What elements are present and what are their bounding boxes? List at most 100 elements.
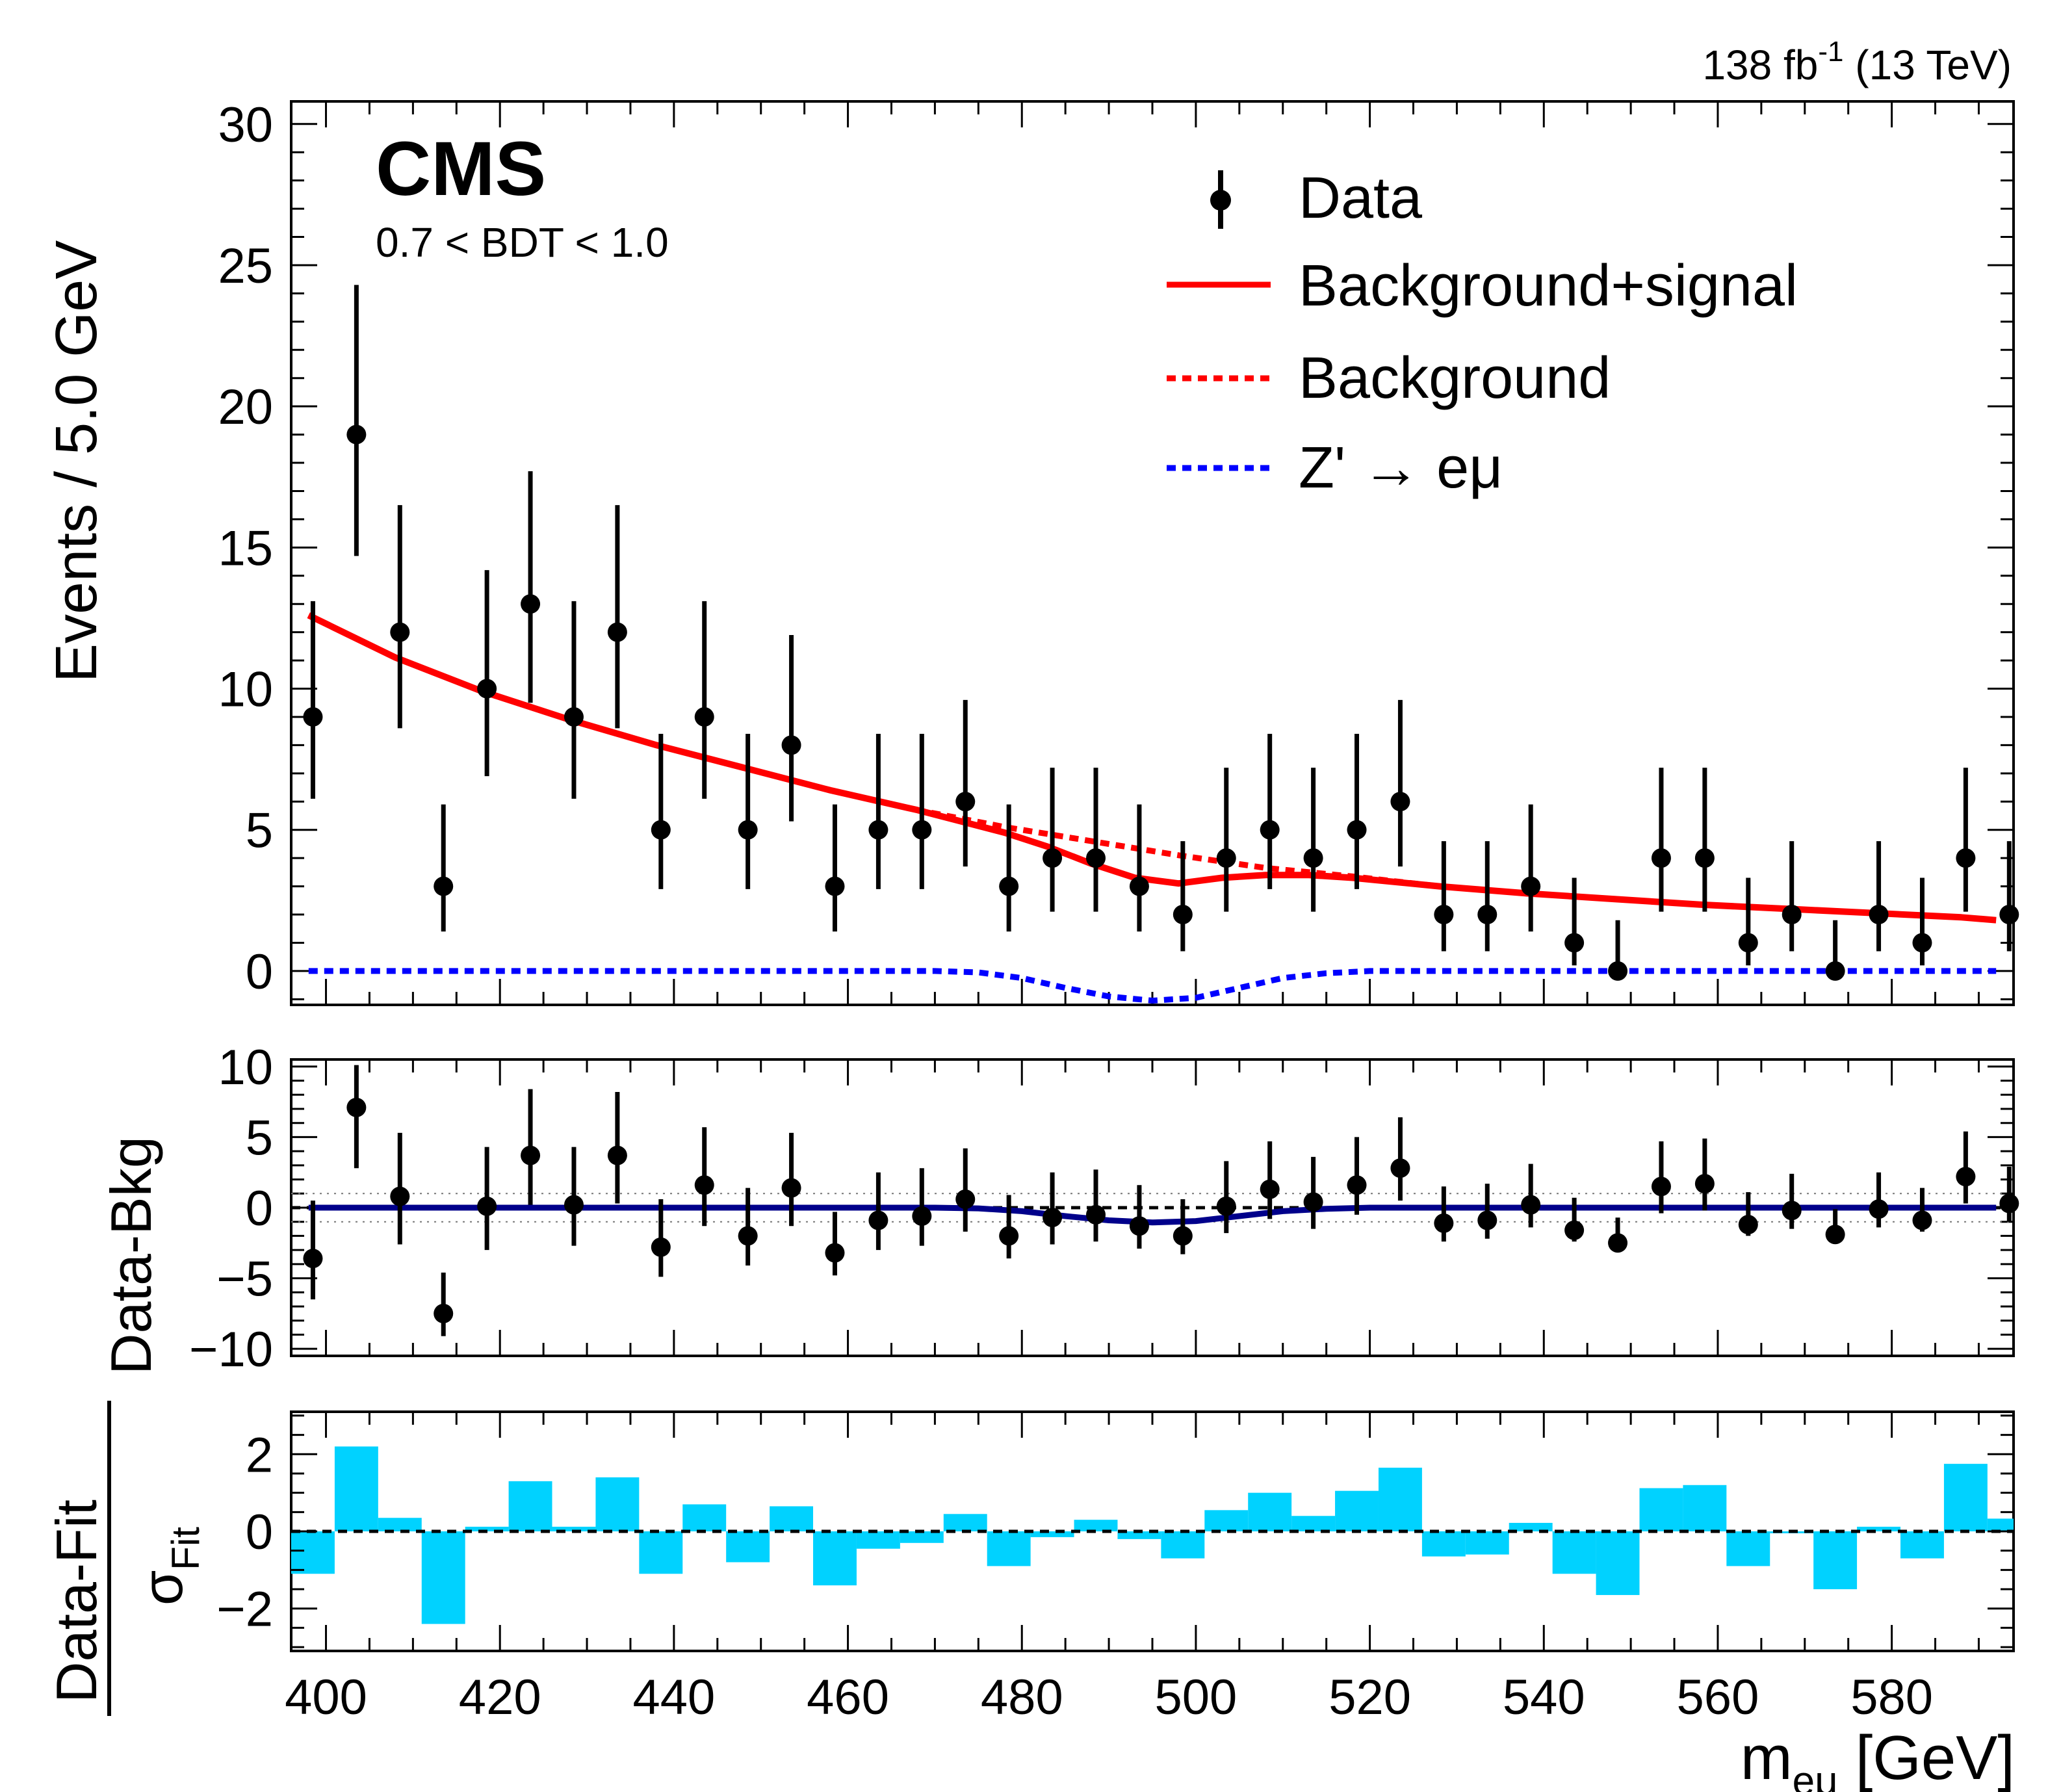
pull-bar: [1943, 1464, 1988, 1531]
legend-data-marker: [1210, 190, 1231, 211]
data-point: [1129, 876, 1149, 896]
legend-bkg-label: Background: [1299, 346, 1611, 411]
y-tick-label: 0: [246, 1505, 273, 1560]
pull-bars: [291, 1446, 2014, 1624]
x-tick-label: 520: [1329, 1670, 1411, 1725]
data-point: [1173, 905, 1193, 924]
diff-point: [303, 1249, 323, 1269]
data-point: [564, 707, 584, 727]
diff-point: [1129, 1216, 1149, 1236]
y-axis-label-main: Events / 5.0 GeV: [44, 240, 109, 682]
diff-point: [1086, 1204, 1106, 1225]
pull-bar: [508, 1481, 552, 1531]
diff-point: [1738, 1215, 1758, 1235]
data-point: [1043, 848, 1063, 868]
diff-point: [651, 1237, 671, 1257]
data-point: [1825, 961, 1845, 981]
cms-label: CMS: [376, 126, 546, 212]
diff-point: [1260, 1179, 1280, 1199]
pull-bar: [465, 1526, 509, 1531]
category-label: 0.7 < BDT < 1.0: [376, 219, 669, 266]
diff-point: [955, 1189, 976, 1209]
y-axis-label-pull-numerator: Data-Fit: [44, 1500, 109, 1703]
diff-point: [1303, 1192, 1323, 1212]
data-point: [738, 820, 758, 840]
x-axis-label: meμ [GeV]: [1741, 1723, 2015, 1792]
data-point: [1782, 905, 1802, 924]
data-point: [1564, 933, 1585, 953]
y-tick-label: 30: [218, 97, 273, 153]
data-point: [390, 622, 410, 642]
pull-bar: [900, 1531, 944, 1543]
data-point: [955, 792, 976, 812]
data-point: [1738, 933, 1758, 953]
data-point: [1260, 820, 1280, 840]
y-tick-label: 10: [218, 1040, 273, 1095]
y-tick-label: 5: [246, 1110, 273, 1165]
diff-point: [346, 1097, 367, 1117]
diff-point: [1694, 1174, 1715, 1194]
diff-point: [825, 1243, 845, 1263]
data-point: [1521, 876, 1541, 896]
y-tick-label: 0: [246, 1181, 273, 1236]
diff-point: [434, 1303, 454, 1323]
diff-point: [868, 1210, 888, 1230]
diff-point: [477, 1196, 497, 1216]
pull-bar: [421, 1531, 465, 1624]
data-point: [1347, 820, 1367, 840]
x-tick-label: 540: [1503, 1670, 1585, 1725]
pull-bar: [1248, 1492, 1292, 1531]
data-point: [1390, 792, 1410, 812]
pull-bar: [378, 1518, 422, 1531]
pull-bar: [1552, 1531, 1596, 1574]
diff-point: [1999, 1193, 2019, 1214]
pull-bar: [291, 1531, 335, 1574]
data-points: [303, 285, 2019, 1336]
y-tick-label: 2: [246, 1427, 273, 1483]
x-tick-label: 400: [285, 1670, 367, 1725]
bkg-sig-curve: [307, 612, 1997, 924]
diff-point: [1390, 1158, 1410, 1178]
data-point: [521, 594, 541, 614]
pull-bar: [1117, 1531, 1161, 1539]
diff-point: [607, 1145, 627, 1165]
pull-bar: [1726, 1531, 1770, 1566]
legend-zprime-label: Z' → eμ: [1299, 435, 1503, 500]
x-tick-label: 440: [632, 1670, 715, 1725]
pull-bar: [770, 1506, 814, 1531]
data-point: [1651, 848, 1671, 868]
y-tick-label: 20: [218, 380, 273, 435]
zprime-curve: [308, 968, 1997, 1004]
pull-bar: [1857, 1526, 1901, 1531]
pull-bar: [682, 1504, 727, 1531]
y-axis-label-pull-denominator: σFit: [130, 1527, 207, 1605]
pull-bar: [1074, 1520, 1118, 1531]
y-tick-label: −5: [216, 1252, 273, 1307]
diff-point: [1825, 1225, 1845, 1245]
data-point: [868, 820, 888, 840]
x-tick-label: 420: [459, 1670, 541, 1725]
data-point: [1086, 848, 1106, 868]
y-tick-label: 5: [246, 803, 273, 859]
data-point: [1869, 905, 1889, 924]
legend-bkg-sig-label: Background+signal: [1299, 253, 1798, 318]
x-tick-label: 480: [981, 1670, 1063, 1725]
legend-data-label: Data: [1299, 166, 1423, 231]
data-point: [1608, 961, 1628, 981]
pull-bar: [1421, 1531, 1466, 1557]
data-point: [477, 679, 497, 699]
diff-signal-curve: [308, 1204, 1997, 1226]
diff-point: [694, 1175, 714, 1195]
curves: [307, 612, 1997, 1226]
pull-bar: [943, 1514, 987, 1531]
data-point: [651, 820, 671, 840]
pull-bar: [1900, 1531, 1944, 1559]
diff-point: [1956, 1167, 1976, 1187]
pull-bar: [1509, 1522, 1553, 1531]
diff-point: [1651, 1176, 1671, 1197]
data-point: [303, 707, 323, 727]
y-axis-label-diff: Data-Bkg: [99, 1136, 163, 1375]
diff-point: [1521, 1195, 1541, 1215]
diff-point: [1043, 1208, 1063, 1228]
